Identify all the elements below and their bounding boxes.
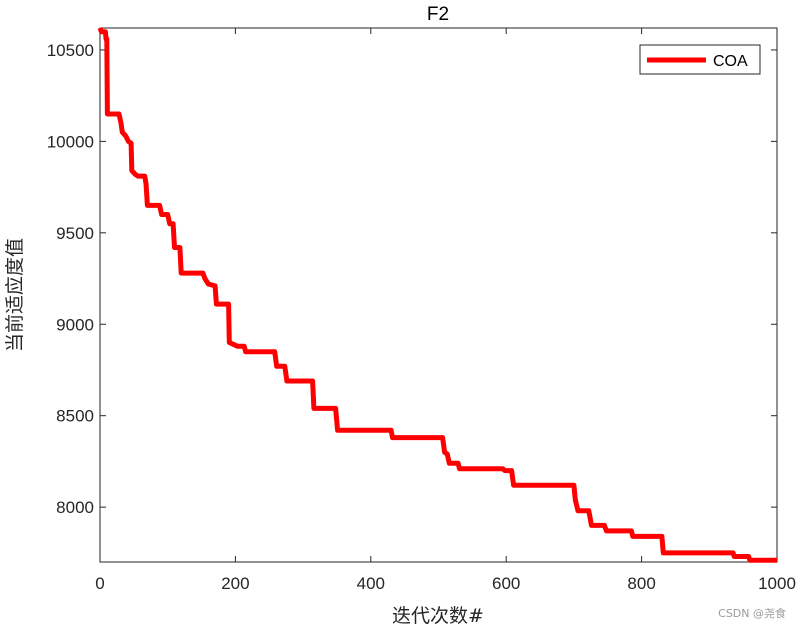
plot-area [99, 27, 778, 563]
legend-label-coa: COA [713, 53, 748, 70]
y-tick-label: 9000 [56, 315, 94, 334]
y-tick-label: 8500 [56, 407, 94, 426]
y-tick-label: 9500 [56, 224, 94, 243]
y-tick-label: 10500 [47, 41, 94, 60]
x-tick-label: 800 [627, 574, 655, 593]
x-tick-label: 200 [221, 574, 249, 593]
y-tick-label: 10000 [47, 132, 94, 151]
watermark-text: CSDN @尧食 [718, 606, 786, 620]
y-tick-label: 8000 [56, 498, 94, 517]
x-tick-label: 1000 [758, 574, 796, 593]
x-tick-label: 0 [95, 574, 104, 593]
x-axis-label: 迭代次数# [392, 605, 484, 627]
x-tick-label: 400 [357, 574, 385, 593]
legend: COA [639, 44, 761, 75]
series-line-coa [97, 27, 777, 563]
series-layer [97, 27, 777, 563]
chart-title: F2 [427, 4, 449, 25]
x-tick-label: 600 [492, 574, 520, 593]
x-axis: 0 200 400 600 800 1000 [95, 28, 796, 593]
y-axis-label: 当前适应度值 [4, 238, 26, 352]
y-axis: 8000 8500 9000 9500 10000 10500 [47, 41, 777, 517]
